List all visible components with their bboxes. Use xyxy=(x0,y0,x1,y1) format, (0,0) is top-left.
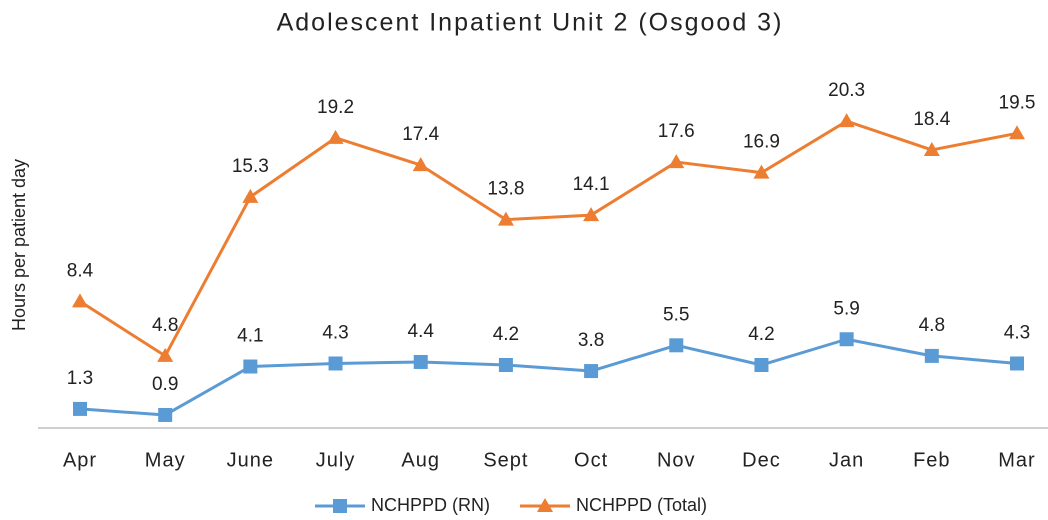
marker xyxy=(669,338,684,353)
data-label: 8.4 xyxy=(67,260,94,281)
data-label: 15.3 xyxy=(232,156,269,177)
data-label: 4.1 xyxy=(237,326,263,347)
marker xyxy=(1010,356,1024,371)
data-label: 0.9 xyxy=(152,374,178,395)
legend-label: NCHPPD (Total) xyxy=(576,495,707,515)
marker xyxy=(924,348,939,363)
marker xyxy=(923,141,940,156)
marker xyxy=(72,293,88,308)
x-tick-label: Nov xyxy=(657,449,696,471)
marker xyxy=(327,129,344,144)
data-label: 17.4 xyxy=(402,124,439,145)
chart-title: Adolescent Inpatient Unit 2 (Osgood 3) xyxy=(277,9,784,37)
data-label: 4.8 xyxy=(919,315,945,336)
data-label: 4.2 xyxy=(748,324,774,345)
x-tick-label: Mar xyxy=(998,449,1035,471)
marker xyxy=(412,157,429,172)
x-tick-label: May xyxy=(145,449,186,471)
x-tick-label: July xyxy=(316,449,356,471)
data-label: 19.5 xyxy=(999,92,1036,113)
legend-marker xyxy=(333,499,347,513)
data-label: 1.3 xyxy=(67,368,93,389)
x-tick-label: June xyxy=(227,449,274,471)
marker xyxy=(668,154,685,169)
marker xyxy=(413,354,428,369)
marker xyxy=(753,164,770,179)
marker xyxy=(583,207,600,222)
marker xyxy=(498,357,513,372)
data-label: 19.2 xyxy=(317,97,354,118)
data-label: 18.4 xyxy=(913,109,950,130)
marker xyxy=(838,113,855,128)
data-label: 5.9 xyxy=(833,298,859,319)
data-label: 4.2 xyxy=(493,324,519,345)
marker xyxy=(158,407,173,422)
marker xyxy=(243,359,258,374)
marker xyxy=(328,356,343,371)
data-label: 13.8 xyxy=(487,179,524,200)
series-line xyxy=(79,337,1018,417)
data-label: 5.5 xyxy=(663,304,689,325)
marker xyxy=(584,364,599,379)
legend-label: NCHPPD (RN) xyxy=(371,495,490,515)
legend-marker xyxy=(537,498,553,512)
data-label: 17.6 xyxy=(658,121,695,142)
data-label: 4.4 xyxy=(408,321,435,342)
marker xyxy=(839,332,854,347)
x-tick-label: Dec xyxy=(742,449,781,471)
series-line xyxy=(79,119,1018,358)
data-label: 4.8 xyxy=(152,315,178,336)
data-label: 14.1 xyxy=(573,174,610,195)
data-label: 4.3 xyxy=(1004,322,1030,343)
marker xyxy=(497,211,514,226)
x-tick-label: Feb xyxy=(913,449,950,471)
marker xyxy=(73,401,87,416)
data-label: 4.3 xyxy=(322,322,348,343)
x-tick-label: Oct xyxy=(574,449,608,471)
data-label: 3.8 xyxy=(578,330,604,351)
marker xyxy=(754,357,769,372)
marker xyxy=(242,188,259,203)
marker xyxy=(1009,125,1025,140)
x-tick-label: Aug xyxy=(401,449,440,471)
data-label: 16.9 xyxy=(743,132,780,153)
x-tick-label: Apr xyxy=(63,449,97,471)
marker xyxy=(157,347,174,362)
x-tick-label: Sept xyxy=(483,449,528,471)
y-axis-label: Hours per patient day xyxy=(9,159,29,331)
data-label: 20.3 xyxy=(828,80,865,101)
x-tick-label: Jan xyxy=(829,449,864,471)
